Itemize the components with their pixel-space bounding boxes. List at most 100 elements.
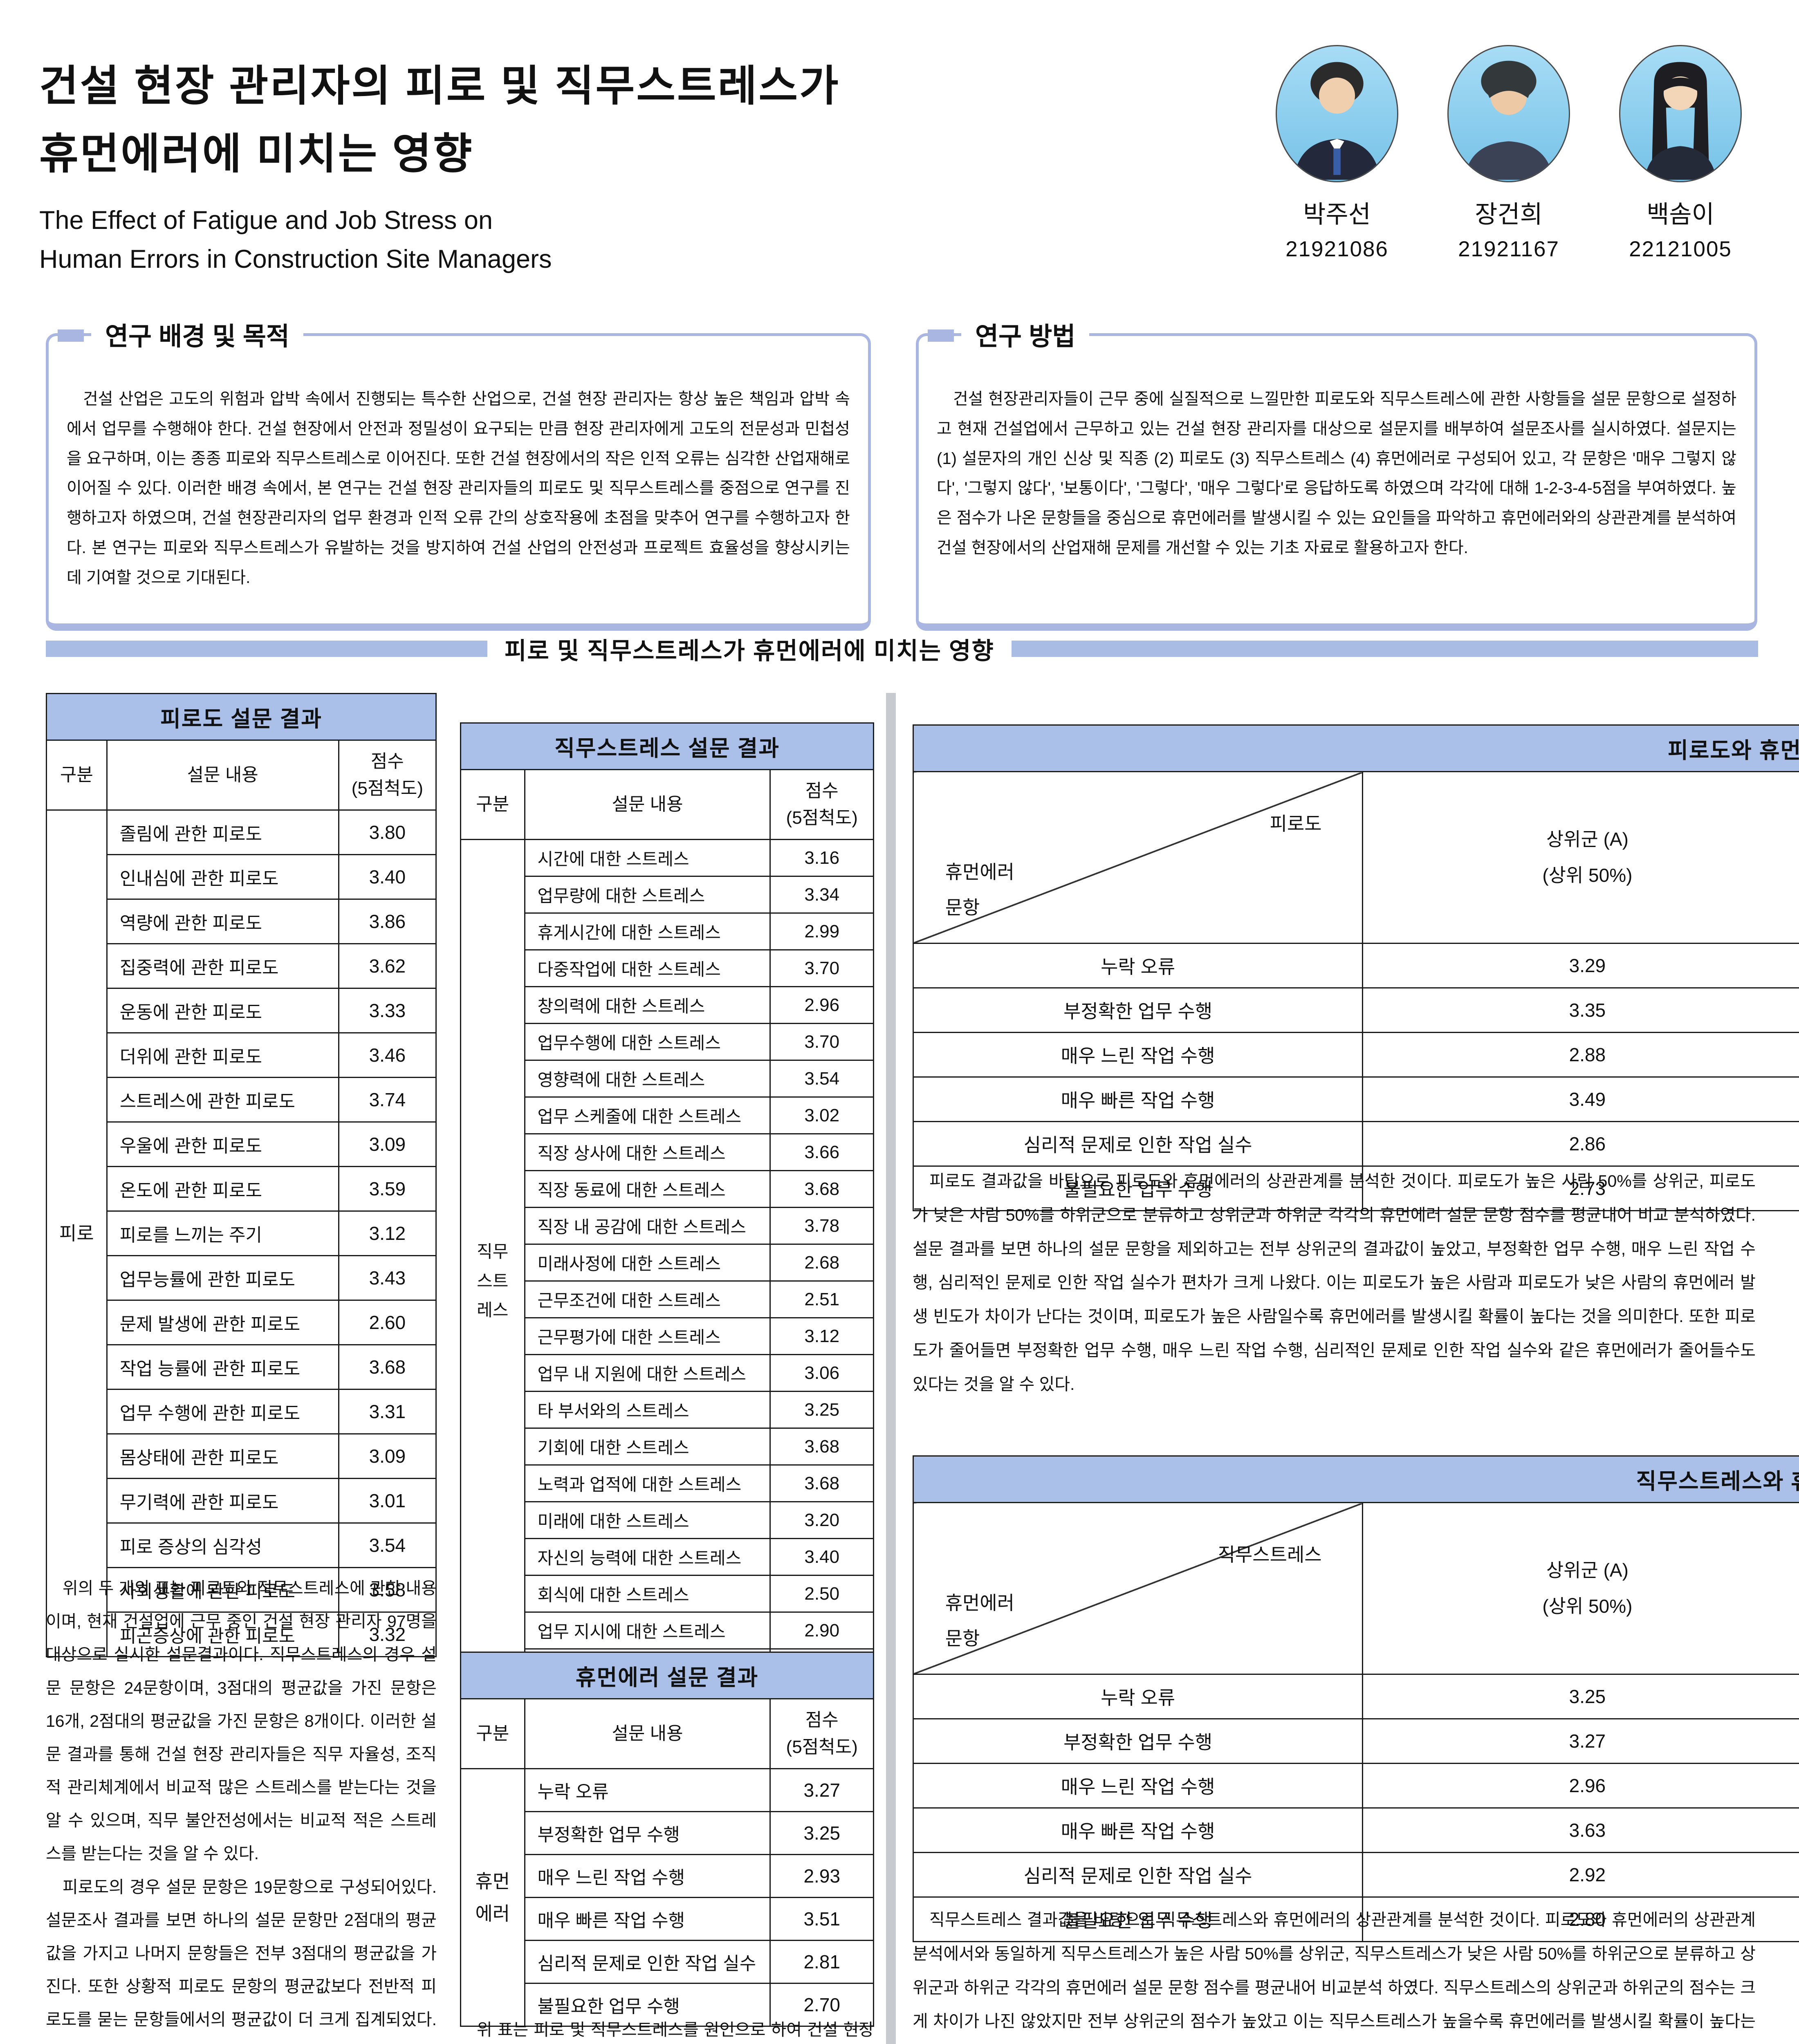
row-label: 시간에 대한 스트레스: [524, 839, 771, 877]
row-label: 인내심에 관한 피로도: [106, 854, 339, 900]
row-value: 3.20: [769, 1501, 874, 1539]
table-row: 매우 느린 작업 수행2.882.980.1: [912, 1032, 1799, 1078]
table-row: 부정확한 업무 수행 3.25: [461, 1811, 874, 1855]
table-row: 부정확한 업무 수행3.353.150.2: [912, 987, 1799, 1033]
table-row: 운동에 관한 피로도 3.33: [47, 988, 437, 1033]
table-header-row: 구분 설문 내용 점수 (5점척도): [460, 1698, 874, 1769]
author-id: 21921086: [1285, 237, 1389, 261]
fatigue-correlation-commentary: 피로도 결과값을 바탕으로 피로도와 휴먼에러의 상관관계를 분석한 것이다. …: [913, 1164, 1756, 1401]
row-label: 더위에 관한 피로도: [106, 1032, 339, 1078]
row-value: 2.86: [1362, 1121, 1799, 1167]
column-header: 상위군 (A) (상위 50%): [1362, 771, 1799, 944]
row-label: 매우 느린 작업 수행: [524, 1854, 771, 1898]
column-header: 구분: [460, 769, 525, 840]
row-value: 3.70: [769, 949, 874, 987]
table-row: 타 부서와의 스트레스 3.25: [461, 1391, 874, 1429]
row-value: 3.12: [338, 1210, 437, 1256]
row-label: 피로 증상의 심각성: [106, 1522, 339, 1568]
table-row: 몸상태에 관한 피로도 3.09: [47, 1433, 437, 1479]
row-label: 다중작업에 대한 스트레스: [524, 949, 771, 987]
row-value: 3.66: [769, 1133, 874, 1171]
column-header: 점수 (5점척도): [769, 1698, 874, 1769]
table-row: 창의력에 대한 스트레스 2.96: [461, 986, 874, 1024]
row-label: 불필요한 업무 수행: [524, 1983, 771, 2027]
row-value: 3.33: [338, 988, 437, 1033]
human-error-commentary-text: 위 표는 피로 및 직무스트레스를 원인으로 하여 건설 현장에서 발생할 수 …: [460, 2013, 874, 2044]
section-body-text: 건설 산업은 고도의 위험과 압박 속에서 진행되는 특수한 산업으로, 건설 …: [67, 390, 850, 587]
row-value: 3.68: [769, 1428, 874, 1466]
row-label: 업무능률에 관한 피로도: [106, 1255, 339, 1301]
column-header: 상위군 (A) (상위 50%): [1362, 1502, 1799, 1675]
table-row: 기회에 대한 스트레스 3.68: [461, 1428, 874, 1466]
row-value: 3.68: [769, 1464, 874, 1502]
author-name: 박주선: [1303, 201, 1371, 228]
row-label: 피곤증상에 관한 피로도: [106, 1611, 339, 1657]
column-header: 구분: [460, 1698, 525, 1769]
table-row: 부정확한 업무 수행3.273.230.04: [912, 1718, 1799, 1764]
row-value: 2.99: [769, 912, 874, 950]
row-value: 3.34: [769, 876, 874, 914]
section-title: 연구 배경 및 목적: [91, 316, 303, 352]
row-value: 3.29: [1362, 943, 1799, 988]
page-title-english: The Effect of Fatigue and Job Stress on …: [39, 206, 552, 273]
row-value: 3.68: [338, 1344, 437, 1390]
table-row: 직장 동료에 대한 스트레스 3.68: [461, 1170, 874, 1208]
row-label: 영향력에 대한 스트레스: [524, 1060, 771, 1098]
row-value: 3.16: [769, 839, 874, 877]
table-row: 인내심에 관한 피로도 3.40: [47, 854, 437, 900]
paragraph: 직무스트레스 결과값을 바탕으로 직무스트레스와 휴먼에러의 상관관계를 분석한…: [913, 1910, 1756, 2031]
table-row: 업무 지시에 대한 스트레스 2.90: [461, 1611, 874, 1650]
column-divider: [886, 693, 896, 2044]
row-label: 매우 느린 작업 수행: [912, 1763, 1364, 1809]
row-value: 2.92: [1362, 1852, 1799, 1898]
diagonal-label-top: 직무스트레스: [1218, 1544, 1322, 1566]
table-header-row: 구분 설문 내용 점수 (5점척도): [460, 769, 874, 840]
row-label: 직장 상사에 대한 스트레스: [524, 1133, 771, 1171]
row-value: 2.88: [1362, 1032, 1799, 1078]
row-label: 불필요한 업무 수행: [912, 1165, 1364, 1211]
row-label: 근무평가에 대한 스트레스: [524, 1317, 771, 1355]
table-row: 업무 수행에 관한 피로도 3.31: [47, 1389, 437, 1434]
row-value: 3.06: [769, 1354, 874, 1392]
table-row: 근무조건에 대한 스트레스 2.51: [461, 1280, 874, 1318]
row-value: 3.25: [769, 1811, 874, 1855]
row-label: 노력과 업적에 대한 스트레스: [524, 1464, 771, 1502]
row-label: 무기력에 관한 피로도: [106, 1478, 339, 1524]
row-label: 매우 빠른 작업 수행: [912, 1807, 1364, 1853]
table-row: 휴게시간에 대한 스트레스 2.99: [461, 912, 874, 950]
table-row: 심리적 문제로 인한 작업 실수2.862.770.09: [912, 1121, 1799, 1167]
row-label: 기회에 대한 스트레스: [524, 1428, 771, 1466]
section-research-background: 연구 배경 및 목적 건설 산업은 고도의 위험과 압박 속에서 진행되는 특수…: [46, 316, 871, 631]
table-row: 사회생활에 관한 피로도 3.58: [47, 1567, 437, 1613]
row-label: 심리적 문제로 인한 작업 실수: [912, 1121, 1364, 1167]
row-value: 3.86: [338, 899, 437, 944]
table-row: 직장 상사에 대한 스트레스 3.66: [461, 1133, 874, 1171]
author-photo: [1447, 45, 1570, 182]
table-title: 피로도 설문 결과: [46, 693, 437, 741]
page-title-korean: 건설 현장 관리자의 피로 및 직무스트레스가 휴먼에러에 미치는 영향: [39, 63, 840, 178]
table-row: 직무 스트 레스 시간에 대한 스트레스 3.16: [460, 839, 874, 1723]
table-row: 온도에 관한 피로도 3.59: [47, 1166, 437, 1212]
row-label: 집중력에 관한 피로도: [106, 943, 339, 989]
table-row: 심리적 문제로 인한 작업 실수2.922.710.21: [912, 1852, 1799, 1898]
author-list: 박주선 21921086 장건희 21921167: [1276, 45, 1742, 262]
table-row: 집중력에 관한 피로도 3.62: [47, 943, 437, 989]
row-label: 매우 빠른 작업 수행: [912, 1076, 1364, 1122]
row-label: 운동에 관한 피로도: [106, 988, 339, 1033]
fatigue-survey-table: 피로도 설문 결과 구분 설문 내용 점수 (5점척도) 피로 졸림에 관한 피로…: [46, 693, 437, 1657]
row-label: 업무 내 지원에 대한 스트레스: [524, 1354, 771, 1392]
row-label: 근무조건에 대한 스트레스: [524, 1280, 771, 1318]
row-label: 졸림에 관한 피로도: [106, 809, 339, 855]
column-header: 점수 (5점척도): [338, 740, 437, 811]
table-header-row: 피로도 휴먼에러 문항 상위군 (A) (상위 50%) 하위군 (B) (하위…: [912, 771, 1799, 944]
table-row: 매우 느린 작업 수행2.962.900.06: [912, 1763, 1799, 1809]
row-value: 2.90: [769, 1611, 874, 1650]
row-value: 2.80: [1362, 1896, 1799, 1942]
row-value: 3.63: [1362, 1807, 1799, 1853]
table-row: 심리적 문제로 인한 작업 실수 2.81: [461, 1940, 874, 1984]
stress-correlation-commentary: 직무스트레스 결과값을 바탕으로 직무스트레스와 휴먼에러의 상관관계를 분석한…: [913, 1903, 1756, 2044]
human-error-survey-table: 휴먼에러 설문 결과 구분 설문 내용 점수 (5점척도) 휴먼 에러 누락 오류…: [460, 1652, 874, 2027]
row-label: 매우 느린 작업 수행: [912, 1032, 1364, 1078]
row-value: 3.27: [1362, 1718, 1799, 1764]
